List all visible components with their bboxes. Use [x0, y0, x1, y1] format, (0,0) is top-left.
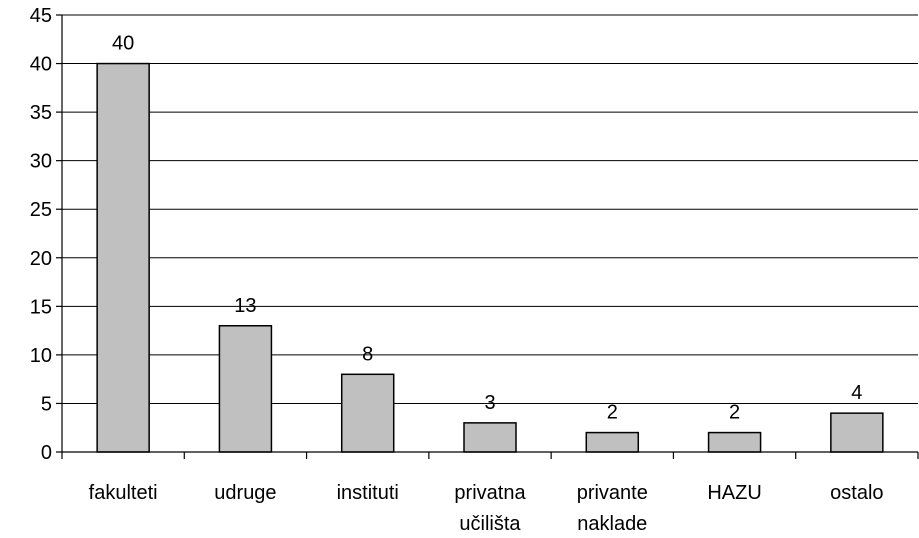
x-tick-label: udruge	[214, 482, 276, 504]
y-tick-label: 30	[30, 151, 52, 173]
y-tick-label: 5	[41, 393, 52, 415]
data-label: 13	[234, 295, 256, 317]
y-tick-label: 15	[30, 296, 52, 318]
y-tick-labels: 0 5 10 15 20 25 30 35 40 45	[30, 5, 52, 464]
y-tick-label: 45	[30, 5, 52, 27]
x-tick-label: privante	[577, 482, 648, 504]
data-label: 8	[362, 343, 373, 365]
data-label: 40	[112, 33, 134, 55]
data-label: 3	[484, 392, 495, 414]
gridlines	[62, 14, 918, 404]
y-tick-label: 0	[41, 442, 52, 464]
bar-2	[340, 373, 395, 453]
x-tick-label: privatna	[454, 482, 526, 504]
x-tick-label: HAZU	[707, 482, 761, 504]
bar-1	[218, 325, 273, 453]
y-tick-label: 25	[30, 199, 52, 221]
x-tick-label: ostalo	[830, 482, 883, 504]
y-tick-label: 35	[30, 102, 52, 124]
bar-3	[463, 422, 517, 453]
axes	[56, 14, 919, 459]
y-tick-label: 40	[30, 54, 52, 76]
data-label: 2	[729, 402, 740, 424]
bars	[96, 62, 884, 453]
bar-0	[96, 62, 150, 453]
bar-5	[707, 431, 762, 453]
y-tick-label: 20	[30, 248, 52, 270]
x-tick-label: učilišta	[459, 513, 521, 535]
bar-4	[585, 431, 640, 453]
y-tick-label: 10	[30, 345, 52, 367]
bar-6	[830, 412, 884, 453]
data-labels: 40 13 8 3 2 2 4	[112, 33, 862, 424]
x-tick-label: naklade	[577, 513, 647, 535]
data-label: 2	[607, 402, 618, 424]
x-tick-label: instituti	[337, 482, 399, 504]
data-label: 4	[851, 382, 862, 404]
x-tick-labels: fakulteti udruge instituti privatna učilišta…	[89, 482, 884, 535]
x-tick-label: fakulteti	[89, 482, 158, 504]
